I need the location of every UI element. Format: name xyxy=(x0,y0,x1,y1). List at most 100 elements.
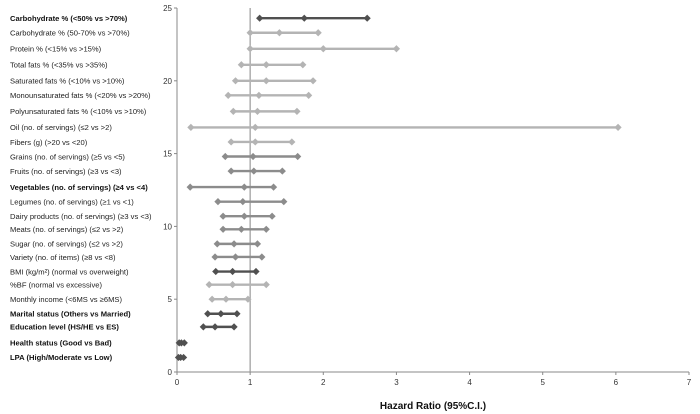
hazard-ratio-marker xyxy=(217,310,225,318)
category-label: %BF (normal vs excessive) xyxy=(10,280,102,289)
ci-upper-marker xyxy=(280,198,288,206)
hazard-ratio-marker xyxy=(222,295,230,303)
ci-lower-marker xyxy=(221,152,229,161)
ci-lower-marker xyxy=(231,77,240,85)
hazard-ratio-marker xyxy=(251,123,259,131)
ci-lower-marker xyxy=(227,167,235,175)
ci-upper-marker xyxy=(230,323,238,331)
category-label: Marital status (Others vs Married) xyxy=(10,310,131,319)
y-tick-label: 15 xyxy=(163,150,172,159)
ci-lower-marker xyxy=(212,267,220,276)
ci-upper-marker xyxy=(179,353,188,362)
hazard-ratio-marker xyxy=(239,198,247,206)
x-tick-label: 5 xyxy=(540,378,545,387)
hazard-ratio-marker xyxy=(231,253,240,261)
x-tick-label: 1 xyxy=(248,378,253,387)
ci-upper-marker xyxy=(278,167,286,175)
ci-upper-marker xyxy=(392,45,401,53)
category-label: Vegetables (no. of servings) (≥4 vs <4) xyxy=(10,183,148,192)
ci-lower-marker xyxy=(256,14,264,22)
hazard-ratio-marker xyxy=(319,45,327,53)
ci-lower-marker xyxy=(224,91,232,99)
ci-lower-marker xyxy=(205,281,213,289)
category-label: Monounsaturated fats % (<20% vs >20%) xyxy=(10,91,151,100)
ci-lower-marker xyxy=(219,212,227,220)
ci-lower-marker xyxy=(227,138,235,146)
y-tick-label: 5 xyxy=(168,295,173,304)
hazard-ratio-marker xyxy=(249,152,257,161)
ci-lower-marker xyxy=(204,310,212,318)
ci-lower-marker xyxy=(187,123,195,131)
category-label: Total fats % (<35% vs >35%) xyxy=(10,61,108,70)
category-label: Variety (no. of items) (≥8 vs <8) xyxy=(10,253,116,262)
y-tick-label: 20 xyxy=(163,77,172,86)
category-label: Fibers (g) (>20 vs <20) xyxy=(10,138,88,147)
ci-lower-marker xyxy=(246,45,254,53)
category-label: Dairy products (no. of servings) (≥3 vs … xyxy=(10,212,152,221)
ci-upper-marker xyxy=(309,77,317,85)
category-labels: Carbohydrate % (<50% vs >70%) Carbohydrat… xyxy=(10,14,152,362)
ci-upper-marker xyxy=(269,183,278,191)
ci-upper-marker xyxy=(262,281,270,289)
x-tick-label: 2 xyxy=(321,378,326,387)
ci-lower-marker xyxy=(186,183,194,191)
ci-upper-marker xyxy=(262,225,270,233)
hazard-ratio-marker xyxy=(228,267,237,276)
ci-lower-marker xyxy=(213,240,221,248)
ci-upper-marker xyxy=(268,212,276,220)
hazard-ratio-marker xyxy=(253,107,262,115)
hazard-ratio-marker xyxy=(250,167,258,175)
category-label: Meats (no. of servings) (≤2 vs >2) xyxy=(10,225,124,234)
ci-upper-marker xyxy=(299,61,307,69)
ci-lower-marker xyxy=(219,225,227,233)
hazard-ratio-marker xyxy=(237,225,245,233)
ci-lower-marker xyxy=(214,198,222,206)
ci-upper-marker xyxy=(293,107,301,115)
hazard-ratio-marker xyxy=(240,183,248,191)
x-tick-label: 6 xyxy=(614,378,619,387)
category-label: Carbohydrate % (<50% vs >70%) xyxy=(10,14,128,23)
ci-upper-marker xyxy=(314,29,322,37)
ci-lower-marker xyxy=(246,29,254,37)
ci-upper-marker xyxy=(258,253,266,261)
ci-lower-marker xyxy=(237,61,245,69)
ci-lower-marker xyxy=(199,323,207,331)
ci-upper-marker xyxy=(363,14,371,22)
y-tick-label: 0 xyxy=(168,368,173,377)
ci-upper-marker xyxy=(252,267,260,276)
x-axis-title: Hazard Ratio (95%C.I.) xyxy=(380,401,486,412)
ci-upper-marker xyxy=(233,310,241,318)
hazard-ratio-marker xyxy=(230,240,238,248)
ci-upper-marker xyxy=(180,339,188,347)
category-label: BMI (kg/m²) (normal vs overweight) xyxy=(10,267,129,276)
hazard-ratio-marker xyxy=(300,14,308,22)
ci-upper-marker xyxy=(253,240,262,248)
ci-lower-marker xyxy=(229,107,237,115)
category-label: Education level (HS/HE vs ES) xyxy=(10,323,119,332)
x-tick-label: 7 xyxy=(687,378,692,387)
hazard-ratio-marker xyxy=(228,281,237,289)
ci-upper-marker xyxy=(294,152,302,161)
hazard-ratio-marker xyxy=(262,61,270,69)
hazard-ratio-marker xyxy=(262,77,270,85)
y-tick-label: 10 xyxy=(163,222,172,231)
category-label: Carbohydrate % (50-70% vs >70%) xyxy=(10,29,130,38)
hazard-ratio-marks xyxy=(174,14,622,362)
ci-upper-marker xyxy=(244,295,252,303)
category-label: Grains (no. of servings) (≥5 vs <5) xyxy=(10,152,125,161)
ci-lower-marker xyxy=(208,295,216,303)
category-label: LPA (High/Moderate vs Low) xyxy=(10,353,113,362)
hazard-ratio-marker xyxy=(211,323,219,331)
ci-upper-marker xyxy=(288,138,296,146)
hazard-ratio-marker xyxy=(251,138,259,146)
y-tick-label: 25 xyxy=(163,4,172,13)
category-label: Legumes (no. of servings) (≥1 vs <1) xyxy=(10,197,134,206)
category-label: Fruits (no. of servings) (≥3 vs <3) xyxy=(10,167,122,176)
x-tick-label: 4 xyxy=(467,378,472,387)
hazard-ratio-marker xyxy=(255,91,263,99)
ci-upper-marker xyxy=(305,91,313,99)
category-label: Health status (Good vs Bad) xyxy=(10,339,112,348)
category-label: Saturated fats % (<10% vs >10%) xyxy=(10,77,125,86)
category-label: Polyunsaturated fats % (<10% vs >10%) xyxy=(10,107,147,116)
